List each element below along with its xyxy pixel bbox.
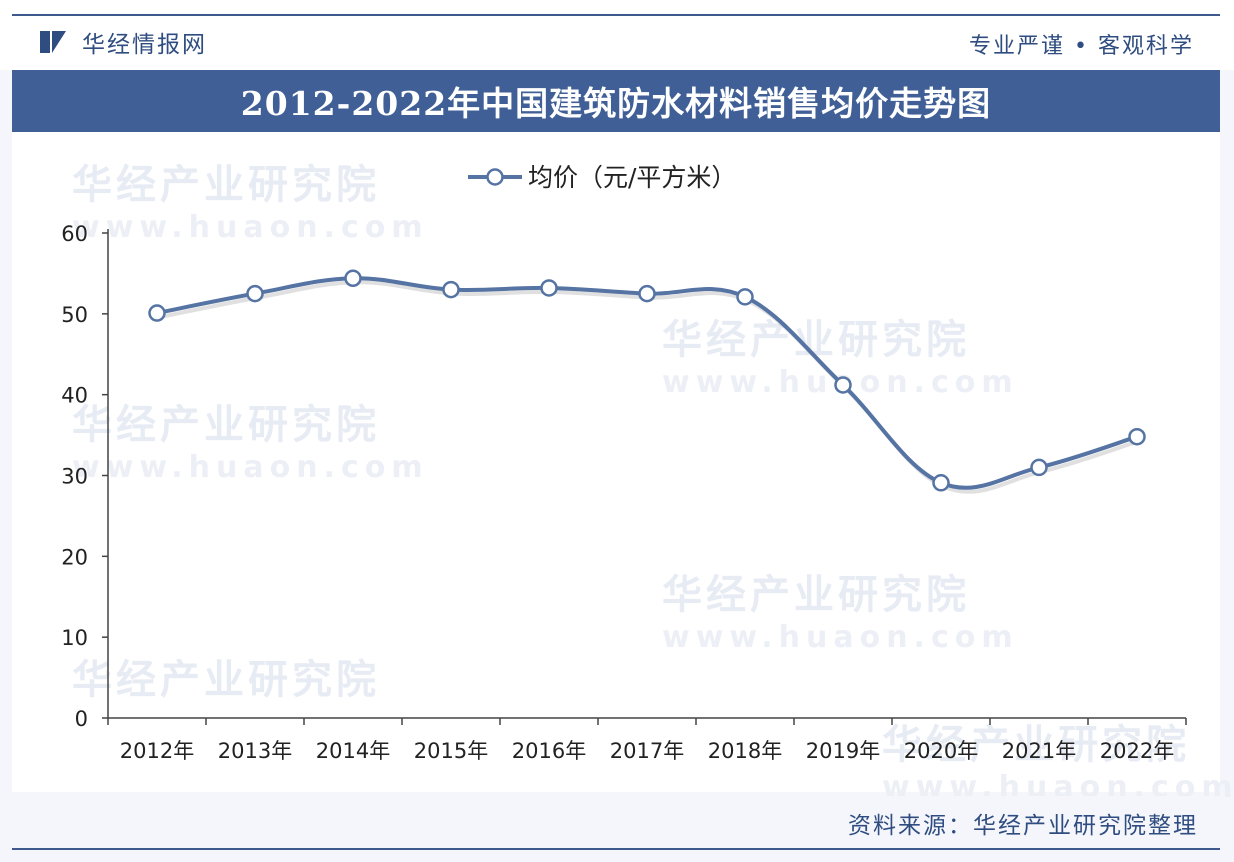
source-note: 资料来源：华经产业研究院整理 — [848, 813, 1198, 839]
x-tick-label: 2016年 — [512, 739, 586, 763]
data-point — [736, 288, 754, 306]
data-point — [148, 304, 166, 322]
title-band: 2012-2022年中国建筑防水材料销售均价走势图 — [12, 70, 1220, 132]
legend-label: 均价（元/平方米） — [528, 163, 736, 192]
header-divider — [12, 14, 1220, 16]
data-point — [442, 280, 460, 299]
x-tick-label: 2013年 — [218, 739, 292, 763]
brand-name: 华经情报网 — [82, 32, 207, 58]
data-point — [344, 269, 362, 288]
x-tick-label: 2015年 — [414, 739, 488, 763]
y-axis: 0 10 20 30 40 50 60 — [61, 222, 109, 731]
x-tick-label: 2019年 — [806, 739, 880, 763]
brand: 华经情报网 — [40, 24, 207, 60]
series-line — [156, 276, 1138, 490]
y-tick-label: 0 — [75, 707, 88, 731]
x-tick-label: 2020年 — [904, 739, 978, 763]
data-point — [246, 284, 264, 303]
legend: 均价（元/平方米） — [468, 163, 736, 192]
header-bar: 华经情报网 专业严谨 • 客观科学 — [0, 0, 1234, 70]
x-tick-label: 2017年 — [610, 739, 684, 763]
y-tick-label: 20 — [61, 545, 88, 569]
series-line-shadow — [159, 280, 1141, 494]
data-point — [834, 376, 852, 394]
x-tick-label: 2022年 — [1100, 739, 1174, 763]
legend-marker — [486, 168, 504, 186]
y-tick-label: 60 — [61, 222, 88, 246]
data-point — [638, 284, 656, 303]
y-tick-label: 50 — [61, 303, 88, 327]
series-layer — [148, 269, 1146, 494]
data-point — [540, 279, 558, 297]
y-tick-label: 10 — [61, 626, 88, 650]
brand-logo-icon — [40, 29, 68, 55]
chart-title: 2012-2022年中国建筑防水材料销售均价走势图 — [240, 84, 992, 123]
x-tick-label: 2021年 — [1002, 739, 1076, 763]
footer-band — [12, 796, 1220, 848]
footer-divider — [12, 848, 1220, 850]
data-point — [1128, 427, 1146, 446]
x-tick-label: 2014年 — [316, 739, 390, 763]
x-tick-label: 2018年 — [708, 739, 782, 763]
data-point — [932, 474, 950, 492]
y-tick-label: 30 — [61, 465, 88, 489]
y-tick-label: 40 — [61, 384, 88, 408]
x-axis: 2012年 2013年 2014年 2015年 2016年 2017年 2018年 2019年… — [107, 717, 1187, 763]
slogan: 专业严谨 • 客观科学 — [969, 34, 1194, 59]
x-tick-label: 2012年 — [120, 739, 194, 763]
data-point — [1030, 458, 1048, 477]
